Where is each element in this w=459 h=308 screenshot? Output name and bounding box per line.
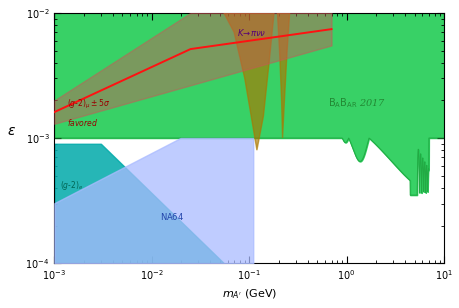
X-axis label: $m_{A'}$ (GeV): $m_{A'}$ (GeV) [221,287,276,301]
Text: $favored$: $favored$ [67,117,98,128]
Text: $(g\text{-}2)_\mu \pm 5\sigma$: $(g\text{-}2)_\mu \pm 5\sigma$ [67,98,110,111]
Polygon shape [224,13,274,150]
Text: $\mathrm{B}_{\mathrm{A}}\mathrm{B}_{\mathrm{AR}}$ 2017: $\mathrm{B}_{\mathrm{A}}\mathrm{B}_{\mat… [328,96,386,110]
Y-axis label: $\varepsilon$: $\varepsilon$ [7,124,16,138]
Text: $K\!\rightarrow\!\pi\nu\nu$: $K\!\rightarrow\!\pi\nu\nu$ [236,27,266,38]
Polygon shape [277,13,289,138]
Text: $\mathrm{NA64}$: $\mathrm{NA64}$ [159,211,183,222]
Text: $(g\text{-}2)_e$: $(g\text{-}2)_e$ [60,179,84,192]
